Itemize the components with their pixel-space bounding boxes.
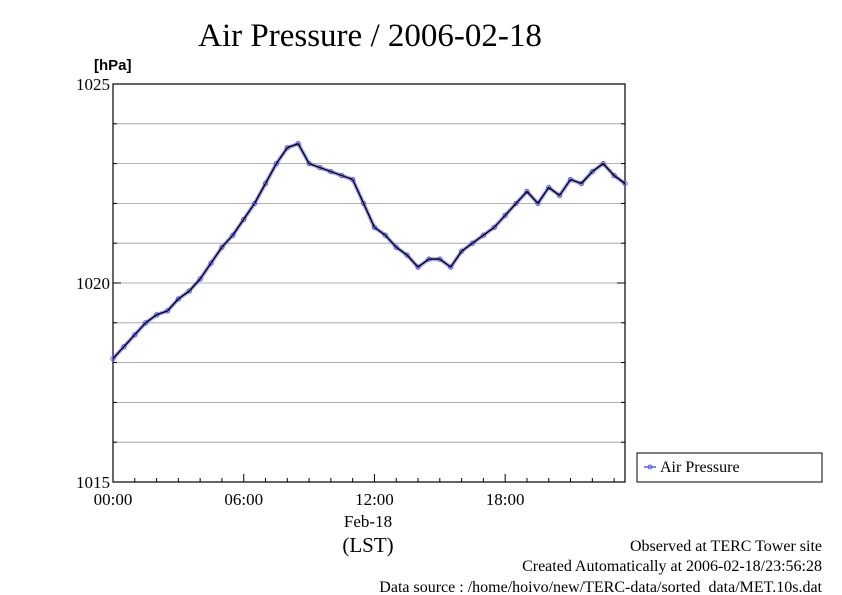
series-point [121, 343, 127, 350]
footer-observed-site: Observed at TERC Tower site [630, 538, 822, 555]
y-tick-label: 1025 [76, 75, 110, 94]
x-tick-label: 06:00 [224, 490, 263, 509]
y-tick-label: 1015 [76, 473, 110, 492]
x-tick-label: 00:00 [94, 490, 133, 509]
series-air-pressure [110, 141, 628, 362]
series-point [251, 200, 258, 207]
series-point [110, 355, 116, 362]
footer-data-source: Data source : /home/hoivo/new/TERC-data/… [379, 579, 822, 595]
series-point [186, 288, 192, 294]
series-point [578, 180, 585, 187]
legend: Air Pressure [636, 452, 823, 483]
series-point [371, 224, 378, 230]
series-point [241, 216, 247, 223]
series-point [393, 244, 399, 250]
series-point [273, 160, 280, 167]
series-point [382, 232, 389, 238]
legend-marker [647, 464, 653, 470]
series-point [513, 200, 519, 207]
series-point [546, 184, 552, 191]
x-tick-label: 12:00 [355, 490, 394, 509]
series-point [295, 141, 301, 147]
series-point [502, 212, 508, 219]
series-point [469, 240, 476, 246]
series-point [415, 264, 421, 270]
series-point [328, 168, 334, 175]
series-point [611, 172, 617, 179]
series-point [132, 332, 138, 338]
series-point [142, 320, 149, 326]
y-tick-label: 1020 [76, 274, 110, 293]
legend-box [636, 452, 823, 483]
legend-entry-air-pressure: Air Pressure [660, 459, 740, 476]
series-point [524, 188, 530, 195]
series-point [153, 312, 160, 318]
series-point [262, 180, 269, 187]
x-axis-label: (LST) [342, 533, 393, 557]
series-point [164, 308, 171, 314]
series-point [219, 244, 225, 250]
footer-created-timestamp: Created Automatically at 2006-02-18/23:5… [522, 558, 822, 575]
series-point [600, 160, 606, 167]
series-point [208, 260, 214, 266]
chart-title: Air Pressure / 2006-02-18 [198, 18, 542, 54]
series-point [317, 164, 323, 171]
series-point [284, 144, 290, 151]
series-marker-band [111, 141, 627, 360]
series-point [556, 192, 563, 199]
series-point [306, 160, 312, 167]
series-point [339, 172, 345, 179]
series-point [349, 176, 356, 183]
series-point [448, 264, 454, 270]
series-point [480, 232, 487, 238]
series-point [491, 224, 497, 230]
series-point [404, 252, 410, 258]
series-point [230, 232, 236, 238]
y-axis-unit-label: [hPa] [94, 57, 132, 74]
series-line [112, 143, 626, 360]
series-point [458, 248, 465, 254]
x-tick-label: 18:00 [486, 490, 525, 509]
series-point [535, 200, 541, 207]
series-point [197, 276, 203, 282]
series-point [360, 200, 367, 207]
x-axis-date-label: Feb-18 [344, 512, 392, 531]
series-point [622, 180, 628, 187]
series-point [567, 176, 574, 183]
series-point [589, 168, 596, 175]
grid-lines [113, 123, 625, 443]
y-axis-ticks: 1015 1020 1025 [76, 75, 625, 492]
x-axis-ticks: 00:00 06:00 12:00 18:00 [94, 474, 615, 509]
series-point [175, 296, 182, 302]
